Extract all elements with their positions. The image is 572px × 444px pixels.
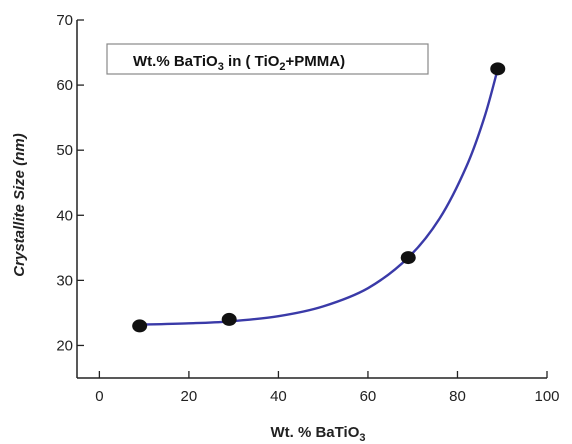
- x-tick-label: 0: [95, 388, 103, 405]
- x-tick-label: 80: [449, 388, 466, 405]
- legend-text-suffix: +PMMA): [286, 53, 346, 70]
- x-tick-label: 20: [181, 388, 198, 405]
- legend-text-sub2: 2: [279, 61, 285, 73]
- x-axis-title: Wt. % BaTiO3: [270, 424, 365, 444]
- data-point: [132, 319, 148, 333]
- x-axis-title-sub: 3: [359, 432, 365, 444]
- y-axis-title: Crystallite Size (nm): [11, 133, 28, 276]
- y-tick-label: 40: [56, 207, 73, 224]
- data-points: [132, 62, 506, 333]
- x-axis-title-prefix: Wt. % BaTiO: [270, 424, 359, 441]
- x-ticks: 0 20 40 60 80 100: [95, 371, 560, 405]
- fit-curve: [139, 68, 499, 326]
- data-point: [221, 312, 237, 326]
- y-tick-label: 50: [56, 142, 73, 159]
- x-tick-label: 40: [270, 388, 287, 405]
- y-tick-label: 70: [56, 12, 73, 29]
- legend-text-prefix: Wt.% BaTiO: [133, 53, 218, 70]
- y-tick-label: 30: [56, 272, 73, 289]
- legend-box: [106, 43, 429, 75]
- y-ticks: 20 30 40 50 60 70: [56, 12, 84, 354]
- legend-text: Wt.% BaTiO3 in ( TiO2+PMMA): [133, 53, 345, 73]
- data-point: [400, 251, 416, 265]
- legend-text-mid: in ( TiO: [224, 53, 280, 70]
- y-tick-label: 20: [56, 337, 73, 354]
- x-tick-label: 100: [534, 388, 559, 405]
- legend-text-sub1: 3: [218, 61, 224, 73]
- data-point: [490, 62, 506, 76]
- y-tick-label: 60: [56, 77, 73, 94]
- legend: Wt.% BaTiO3 in ( TiO2+PMMA): [106, 43, 429, 75]
- x-tick-label: 60: [360, 388, 377, 405]
